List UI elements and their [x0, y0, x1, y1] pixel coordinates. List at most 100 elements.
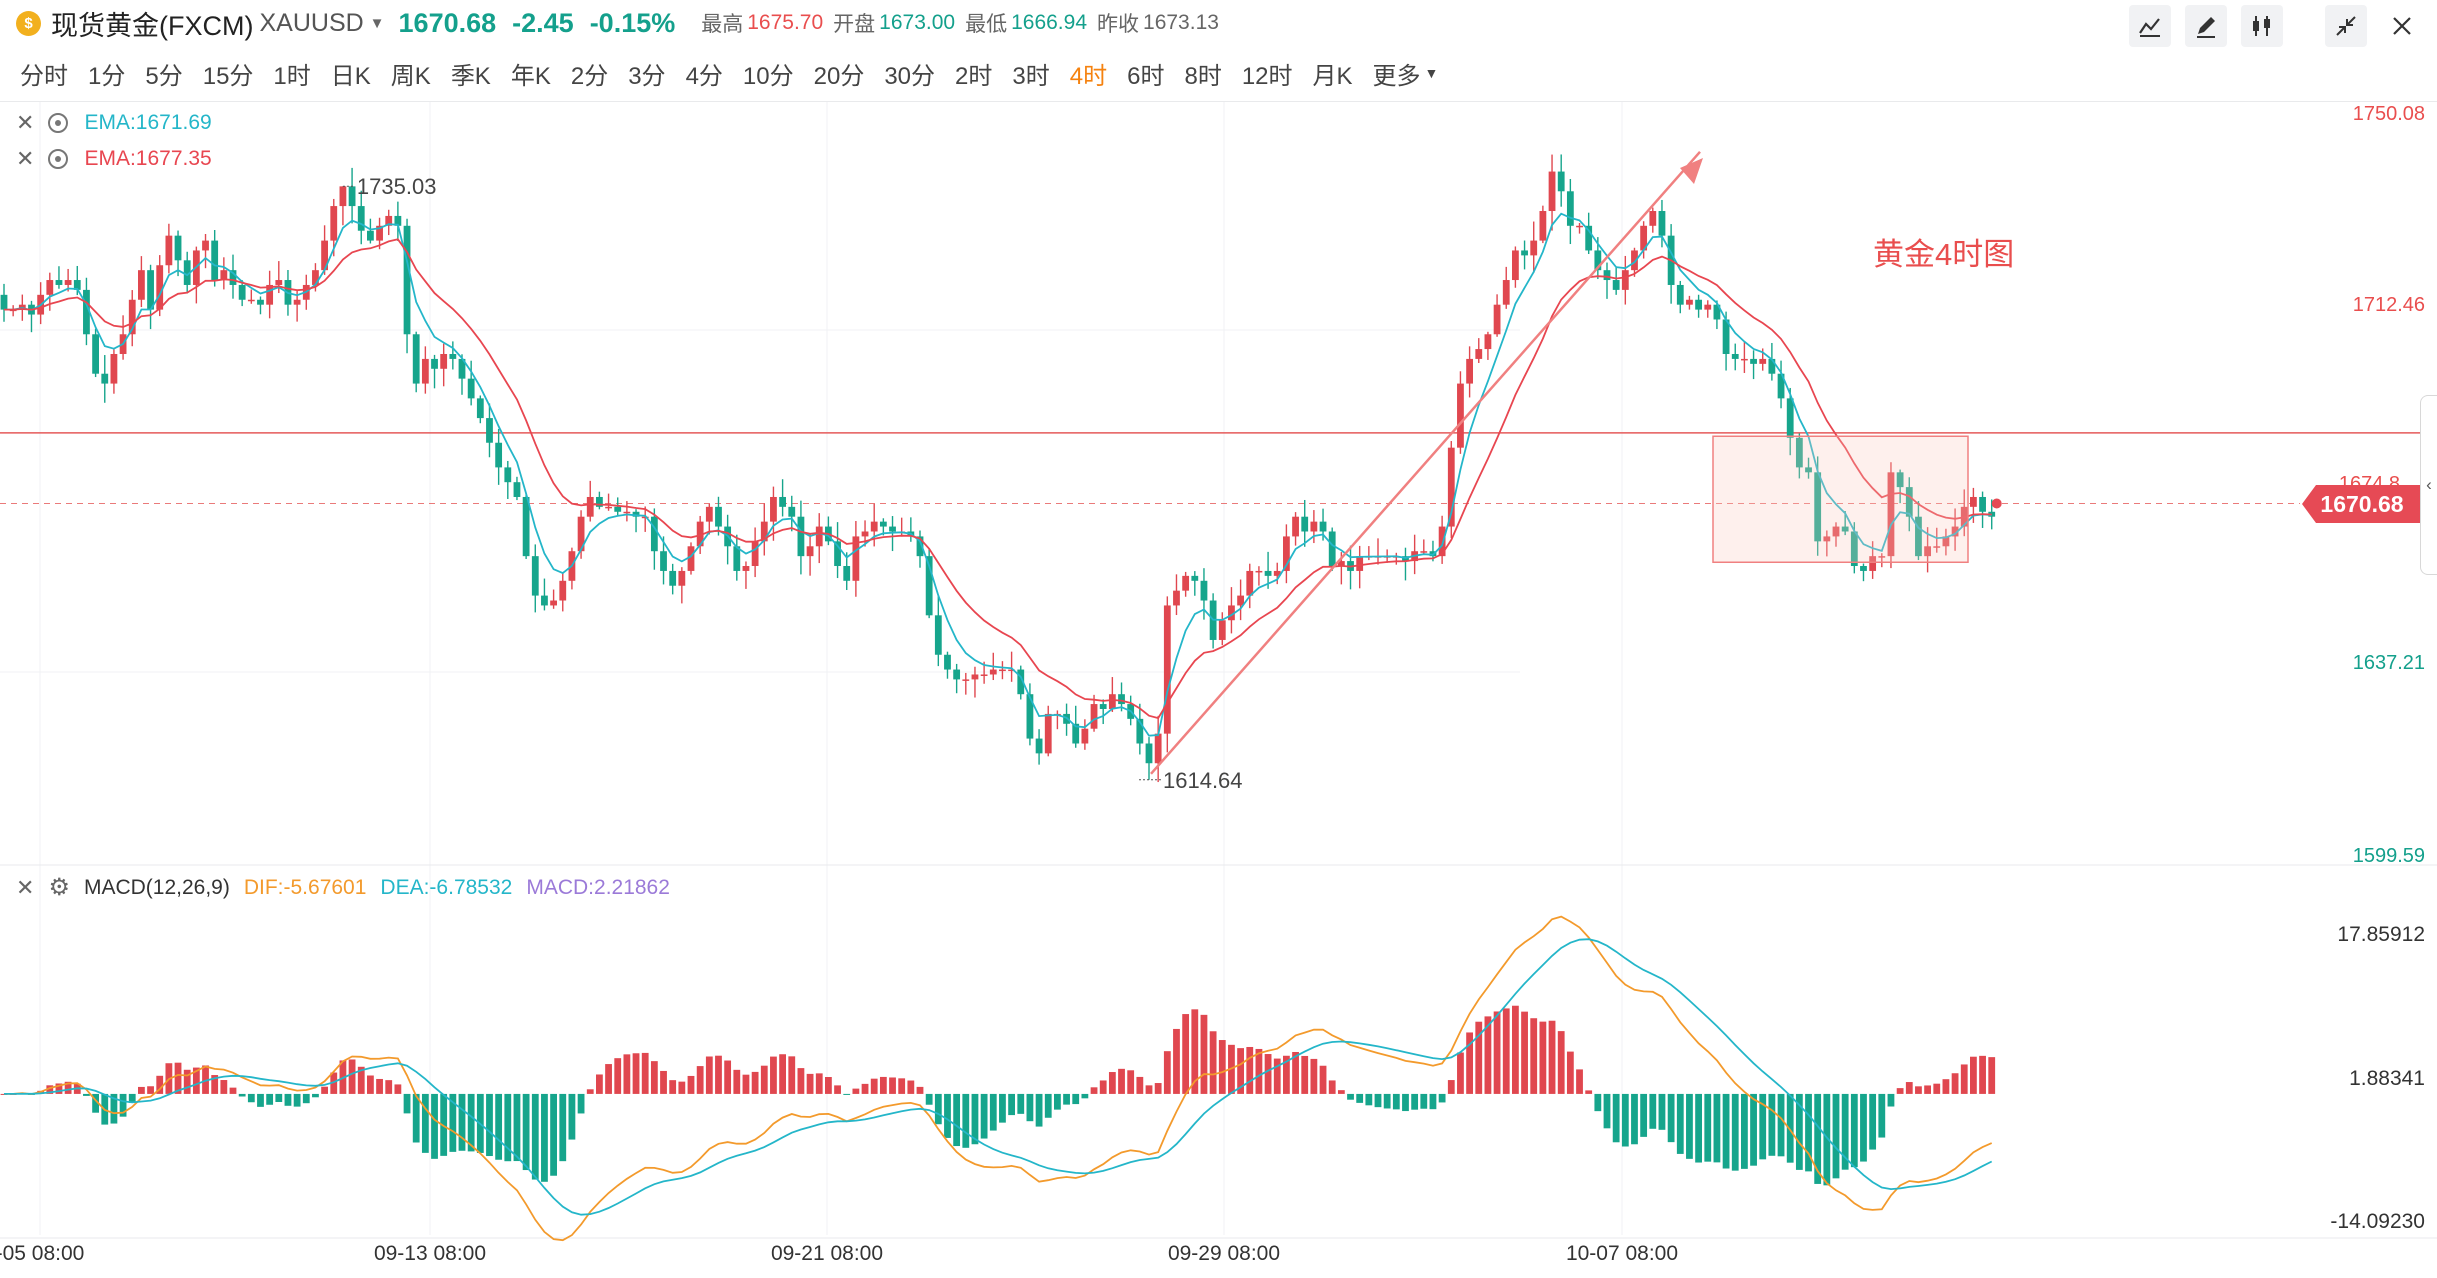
candle-body [751, 541, 759, 567]
period-item[interactable]: 8时 [1184, 62, 1222, 90]
symbol-name[interactable]: 现货黄金(FXCM) [51, 10, 254, 41]
draw-pen-icon[interactable] [2185, 5, 2227, 47]
macd-bar [1512, 1005, 1519, 1094]
macd-bar [1795, 1093, 1803, 1170]
period-item[interactable]: 10分 [742, 62, 794, 90]
macd-bar [1621, 1093, 1629, 1147]
macd-bar [1090, 1087, 1098, 1094]
candle-body [1200, 580, 1208, 601]
candle-body [1621, 270, 1629, 290]
remove-indicator-icon[interactable]: ✕ [16, 146, 35, 171]
candle-body [980, 674, 988, 676]
candle-body [925, 556, 933, 616]
candle-body [687, 546, 695, 571]
candle-body [1548, 171, 1556, 212]
symbol-code[interactable]: XAUUSD [259, 8, 364, 37]
visibility-icon[interactable] [48, 149, 69, 169]
candle-body [73, 280, 81, 290]
period-item[interactable]: 15分 [202, 62, 254, 90]
macd-bar [1328, 1080, 1336, 1094]
candles-group [0, 154, 1996, 783]
candle-type-icon[interactable] [2241, 5, 2283, 47]
remove-indicator-icon[interactable]: ✕ [16, 874, 35, 900]
candle-body [238, 284, 246, 300]
visibility-icon[interactable] [48, 113, 69, 133]
period-item[interactable]: 2时 [955, 62, 993, 90]
candle-body [1850, 531, 1858, 567]
macd-bar [1255, 1048, 1263, 1094]
period-item[interactable]: 5分 [145, 62, 183, 90]
macd-bar [1099, 1080, 1107, 1094]
macd-bar [1750, 1093, 1757, 1166]
period-item[interactable]: 月K [1312, 62, 1353, 90]
period-item[interactable]: 4分 [685, 62, 723, 90]
macd-bar [687, 1075, 695, 1094]
macd-bar [330, 1072, 338, 1094]
period-item[interactable]: 1时 [273, 62, 311, 90]
gear-icon[interactable]: ⚙ [48, 874, 70, 901]
macd-bar [531, 1093, 539, 1180]
candle-body [1741, 358, 1748, 361]
macd-bar [742, 1074, 750, 1094]
candle-body [220, 270, 228, 281]
candle-body [1731, 353, 1739, 359]
candle-body [797, 516, 805, 557]
more-periods-dropdown[interactable]: 更多 ▼ [1373, 56, 1439, 91]
period-item[interactable]: 4时 [1069, 62, 1108, 90]
collapse-icon[interactable] [2325, 5, 2367, 47]
chart-annotation-title: 黄金4时图 [1873, 237, 2014, 272]
candle-body [989, 669, 997, 675]
candle-body [632, 511, 640, 517]
candle-body [229, 270, 237, 285]
period-item[interactable]: 6时 [1127, 62, 1165, 90]
period-item[interactable]: 周K [390, 62, 431, 90]
period-item[interactable]: 30分 [884, 62, 936, 90]
period-item[interactable]: 分时 [20, 62, 68, 90]
macd-bar [971, 1093, 979, 1145]
chevron-down-icon[interactable]: ▼ [369, 14, 385, 32]
period-item[interactable]: 年K [510, 62, 551, 90]
period-item[interactable]: 日K [330, 62, 371, 90]
candle-body [1979, 496, 1986, 512]
period-item[interactable]: 3分 [628, 62, 666, 90]
macd-bar [989, 1093, 997, 1131]
macd-bar [705, 1056, 713, 1094]
period-item[interactable]: 3时 [1012, 62, 1050, 90]
candle-body [394, 215, 402, 226]
macd-bar [1420, 1093, 1428, 1109]
candle-body [944, 654, 951, 670]
period-item[interactable]: 20分 [813, 62, 865, 90]
macd-bar [1310, 1058, 1318, 1094]
remove-indicator-icon[interactable]: ✕ [16, 110, 35, 135]
candle-body [1108, 694, 1116, 709]
macd-bar [760, 1065, 768, 1094]
macd-bar [1676, 1093, 1684, 1154]
candle-body [1246, 570, 1254, 596]
prev-close-label: 昨收 [1097, 13, 1140, 36]
macd-bar [138, 1086, 145, 1094]
period-item[interactable]: 12时 [1241, 62, 1293, 90]
macd-bar [1539, 1021, 1547, 1094]
candle-body [660, 551, 667, 571]
macd-bar [247, 1093, 255, 1103]
line-type-icon[interactable] [2129, 5, 2171, 47]
candle-body [1154, 733, 1162, 764]
expand-panel-handle[interactable]: ‹ [2420, 395, 2437, 575]
high-value: 1675.70 [747, 11, 824, 34]
candle-body [138, 270, 145, 300]
ema-slow-legend: ✕ EMA:1677.35 [16, 146, 212, 172]
candle-body [1777, 373, 1785, 399]
period-item[interactable]: 2分 [570, 62, 609, 90]
macd-bar [1218, 1040, 1226, 1094]
close-icon[interactable] [2381, 5, 2423, 47]
candle-body [1310, 521, 1318, 532]
macd-bar [412, 1093, 420, 1143]
candle-body [440, 353, 448, 369]
period-item[interactable]: 1分 [88, 62, 126, 90]
period-item[interactable]: 季K [450, 62, 491, 90]
macd-bar [660, 1070, 667, 1094]
open-label: 开盘 [833, 13, 876, 36]
candle-body [1530, 240, 1538, 256]
candle-body [348, 186, 356, 207]
